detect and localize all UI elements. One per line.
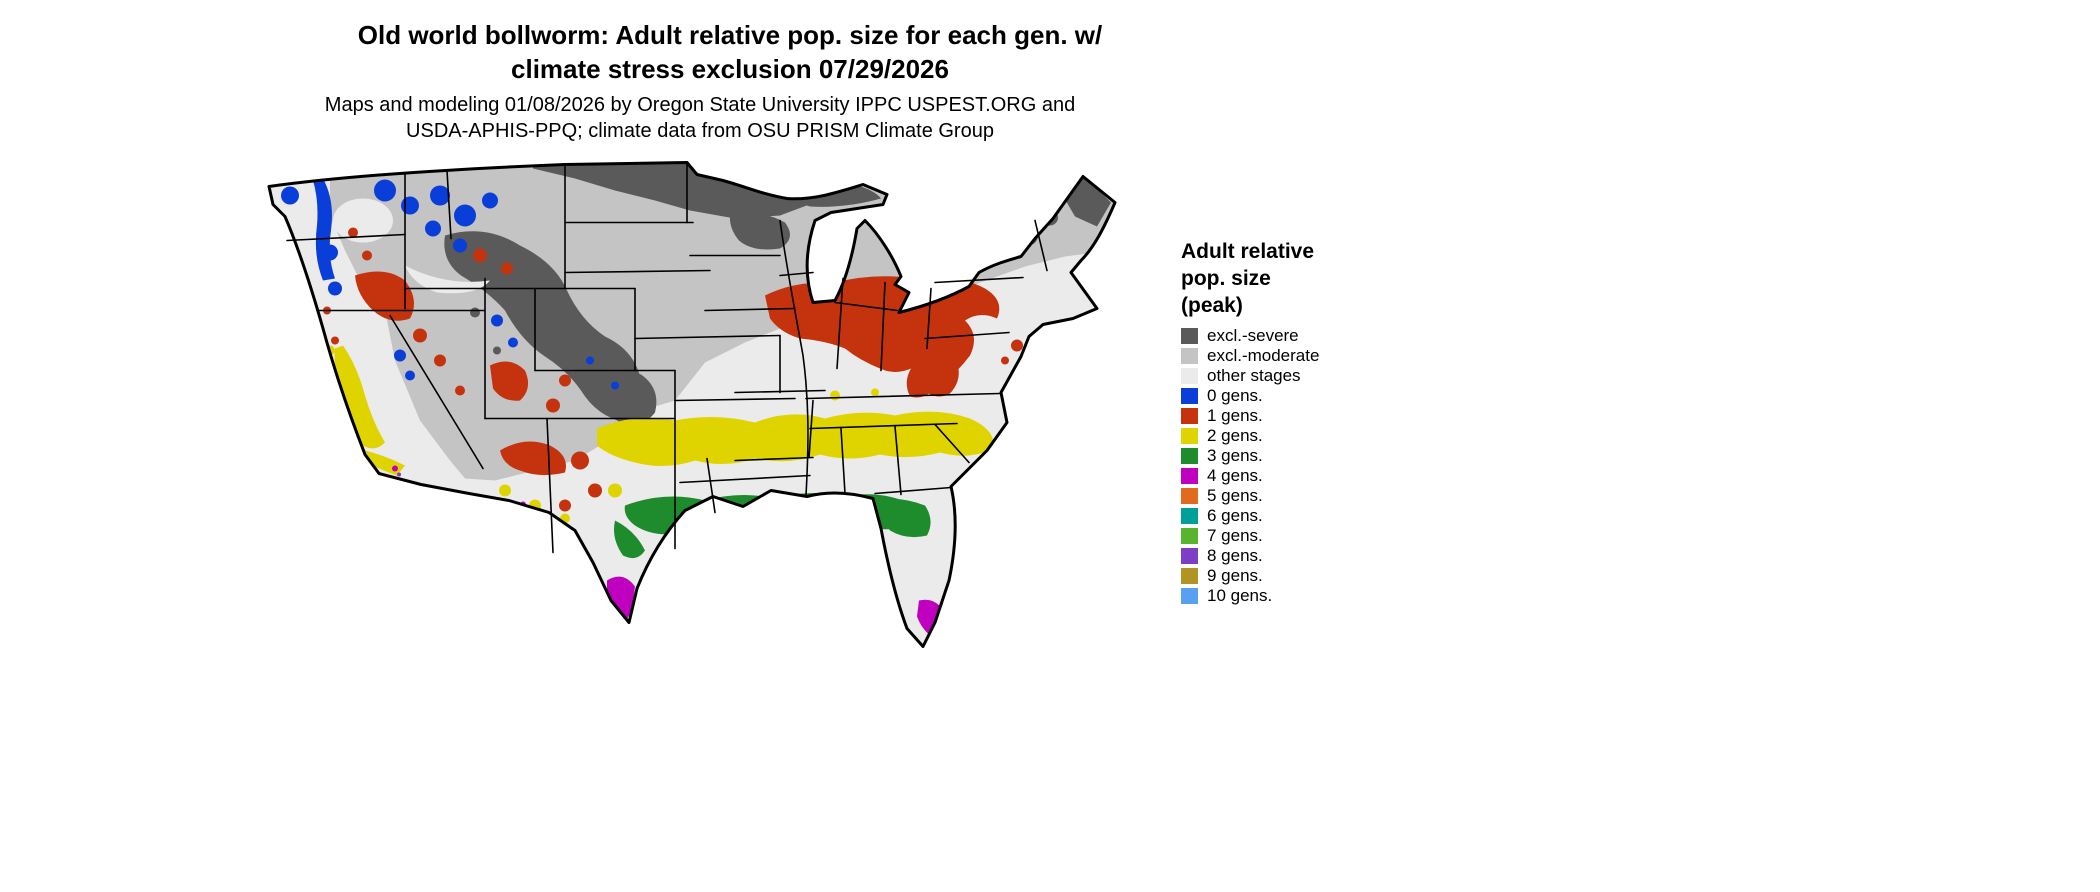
legend-swatch-other_stages xyxy=(1181,368,1198,384)
legend-item-gens8: 8 gens. xyxy=(1181,546,1411,566)
legend-swatch-gens9 xyxy=(1181,568,1198,584)
legend-label-gens5: 5 gens. xyxy=(1207,486,1263,505)
legend-label-excl_severe: excl.-severe xyxy=(1207,326,1299,345)
legend-swatch-gens7 xyxy=(1181,528,1198,544)
legend-title: Adult relative pop. size (peak) xyxy=(1181,238,1411,319)
legend-title-line2: pop. size xyxy=(1181,267,1271,290)
legend-swatch-excl_severe xyxy=(1181,328,1198,344)
map-subtitle: Maps and modeling 01/08/2026 by Oregon S… xyxy=(0,92,1400,144)
legend-swatch-gens2 xyxy=(1181,428,1198,444)
legend-item-gens7: 7 gens. xyxy=(1181,526,1411,546)
state-boundaries xyxy=(286,161,1048,554)
legend-label-gens3: 3 gens. xyxy=(1207,446,1263,465)
legend-label-gens2: 2 gens. xyxy=(1207,426,1263,445)
legend-item-other_stages: other stages xyxy=(1181,366,1411,386)
legend-label-gens6: 6 gens. xyxy=(1207,506,1263,525)
legend-label-gens10: 10 gens. xyxy=(1207,586,1273,605)
legend-swatch-gens8 xyxy=(1181,548,1198,564)
map-title-line2: climate stress exclusion 07/29/2026 xyxy=(511,54,949,84)
legend-label-gens7: 7 gens. xyxy=(1207,526,1263,545)
legend-title-line1: Adult relative xyxy=(1181,240,1315,263)
legend-swatch-gens4 xyxy=(1181,468,1198,484)
legend-item-gens5: 5 gens. xyxy=(1181,486,1411,506)
legend-item-gens1: 1 gens. xyxy=(1181,406,1411,426)
legend-label-gens8: 8 gens. xyxy=(1207,546,1263,565)
legend-items: excl.-severe excl.-moderate other stages 0 … xyxy=(1181,326,1411,606)
legend-swatch-gens5 xyxy=(1181,488,1198,504)
legend-label-gens1: 1 gens. xyxy=(1207,406,1263,425)
map-subtitle-line1: Maps and modeling 01/08/2026 by Oregon S… xyxy=(324,94,1076,116)
legend-swatch-gens6 xyxy=(1181,508,1198,524)
legend-item-gens10: 10 gens. xyxy=(1181,586,1411,606)
legend-item-gens9: 9 gens. xyxy=(1181,566,1411,586)
legend-swatch-gens10 xyxy=(1181,588,1198,604)
map-subtitle-line2: USDA-APHIS-PPQ; climate data from OSU PR… xyxy=(406,120,994,142)
map-legend: Adult relative pop. size (peak) excl.-se… xyxy=(1181,238,1411,606)
legend-label-excl_moderate: excl.-moderate xyxy=(1207,346,1320,365)
legend-item-gens2: 2 gens. xyxy=(1181,426,1411,446)
map-title-line1: Old world bollworm: Adult relative pop. … xyxy=(357,20,1103,50)
legend-swatch-excl_moderate xyxy=(1181,348,1198,364)
us-map-container xyxy=(235,158,1140,663)
legend-item-gens4: 4 gens. xyxy=(1181,466,1411,486)
legend-label-gens0: 0 gens. xyxy=(1207,386,1263,405)
map-title: Old world bollworm: Adult relative pop. … xyxy=(0,18,1460,86)
legend-item-excl_severe: excl.-severe xyxy=(1181,326,1411,346)
map-layer-gens0 xyxy=(281,178,619,390)
us-outline xyxy=(267,161,1117,648)
legend-label-other_stages: other stages xyxy=(1207,366,1301,385)
map-layer-other-stages-pockets xyxy=(333,198,490,294)
us-map xyxy=(267,161,1117,648)
legend-label-gens9: 9 gens. xyxy=(1207,566,1263,585)
legend-swatch-gens1 xyxy=(1181,408,1198,424)
legend-item-gens0: 0 gens. xyxy=(1181,386,1411,406)
legend-label-gens4: 4 gens. xyxy=(1207,466,1263,485)
legend-swatch-gens0 xyxy=(1181,388,1198,404)
legend-item-gens6: 6 gens. xyxy=(1181,506,1411,526)
legend-item-excl_moderate: excl.-moderate xyxy=(1181,346,1411,366)
legend-item-gens3: 3 gens. xyxy=(1181,446,1411,466)
legend-title-line3: (peak) xyxy=(1181,294,1243,317)
legend-swatch-gens3 xyxy=(1181,448,1198,464)
